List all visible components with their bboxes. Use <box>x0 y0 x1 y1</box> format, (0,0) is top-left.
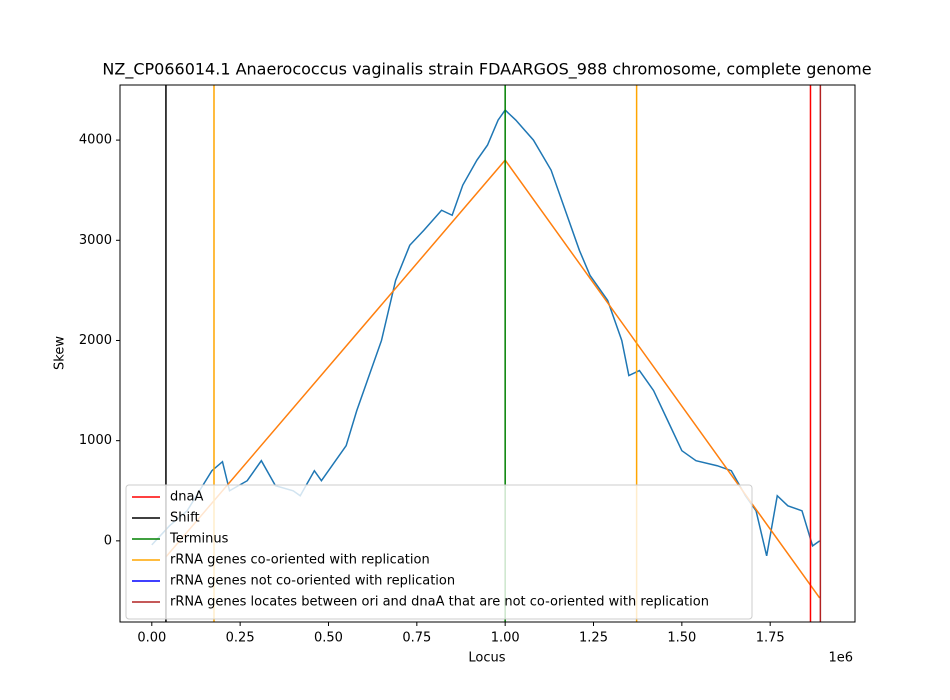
chart-title: NZ_CP066014.1 Anaerococcus vaginalis str… <box>102 60 871 80</box>
x-tick-label: 1.25 <box>579 631 608 646</box>
x-tick-label: 0.25 <box>226 631 255 646</box>
x-tick-label: 0.00 <box>137 631 166 646</box>
y-tick-label: 1000 <box>79 433 112 448</box>
y-tick-label: 4000 <box>79 133 112 148</box>
y-tick-label: 2000 <box>79 333 112 348</box>
legend-label: rRNA genes not co-oriented with replicat… <box>170 574 455 589</box>
legend-label: Terminus <box>169 532 229 547</box>
y-tick-label: 3000 <box>79 233 112 248</box>
x-offset-label: 1e6 <box>828 651 853 666</box>
legend-label: Shift <box>170 511 200 526</box>
legend-label: rRNA genes co-oriented with replication <box>170 553 430 568</box>
x-tick-label: 1.75 <box>756 631 785 646</box>
legend-box <box>125 484 753 620</box>
x-tick-label: 0.75 <box>402 631 431 646</box>
legend-label: rRNA genes locates between ori and dnaA … <box>170 595 709 610</box>
y-tick-label: 0 <box>104 533 112 548</box>
x-tick-label: 1.00 <box>491 631 520 646</box>
legend-label: dnaA <box>170 490 203 505</box>
x-tick-label: 0.50 <box>314 631 343 646</box>
axes-frame <box>119 84 856 623</box>
y-axis-label: Skew <box>53 336 68 370</box>
x-axis-label: Locus <box>468 651 505 666</box>
x-tick-label: 1.50 <box>667 631 696 646</box>
